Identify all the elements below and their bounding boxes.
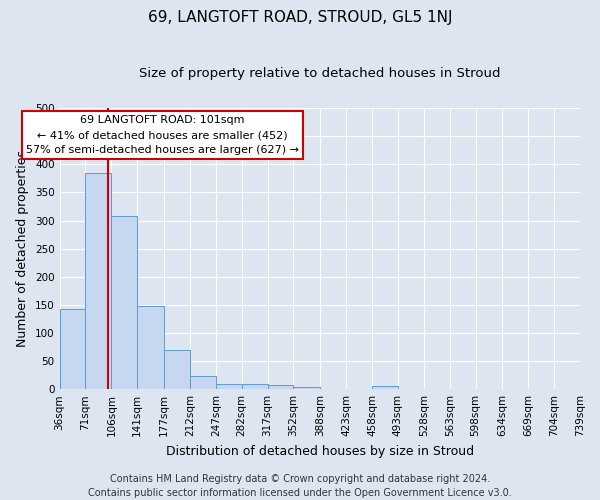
Title: Size of property relative to detached houses in Stroud: Size of property relative to detached ho… (139, 68, 500, 80)
Bar (268, 384, 293, 389)
Bar (112, 216, 137, 389)
Bar (164, 350, 190, 389)
Bar (372, 386, 398, 389)
Bar (85, 172, 112, 389)
Text: 69 LANGTOFT ROAD: 101sqm
← 41% of detached houses are smaller (452)
57% of semi-: 69 LANGTOFT ROAD: 101sqm ← 41% of detach… (26, 116, 299, 155)
Bar (137, 306, 164, 389)
Bar (242, 384, 268, 389)
Y-axis label: Number of detached properties: Number of detached properties (16, 150, 29, 347)
Text: 69, LANGTOFT ROAD, STROUD, GL5 1NJ: 69, LANGTOFT ROAD, STROUD, GL5 1NJ (148, 10, 452, 25)
Text: Contains HM Land Registry data © Crown copyright and database right 2024.
Contai: Contains HM Land Registry data © Crown c… (88, 474, 512, 498)
X-axis label: Distribution of detached houses by size in Stroud: Distribution of detached houses by size … (166, 444, 474, 458)
Bar (190, 376, 216, 389)
Bar (293, 387, 320, 389)
Bar (216, 384, 242, 389)
Bar (59, 309, 85, 389)
